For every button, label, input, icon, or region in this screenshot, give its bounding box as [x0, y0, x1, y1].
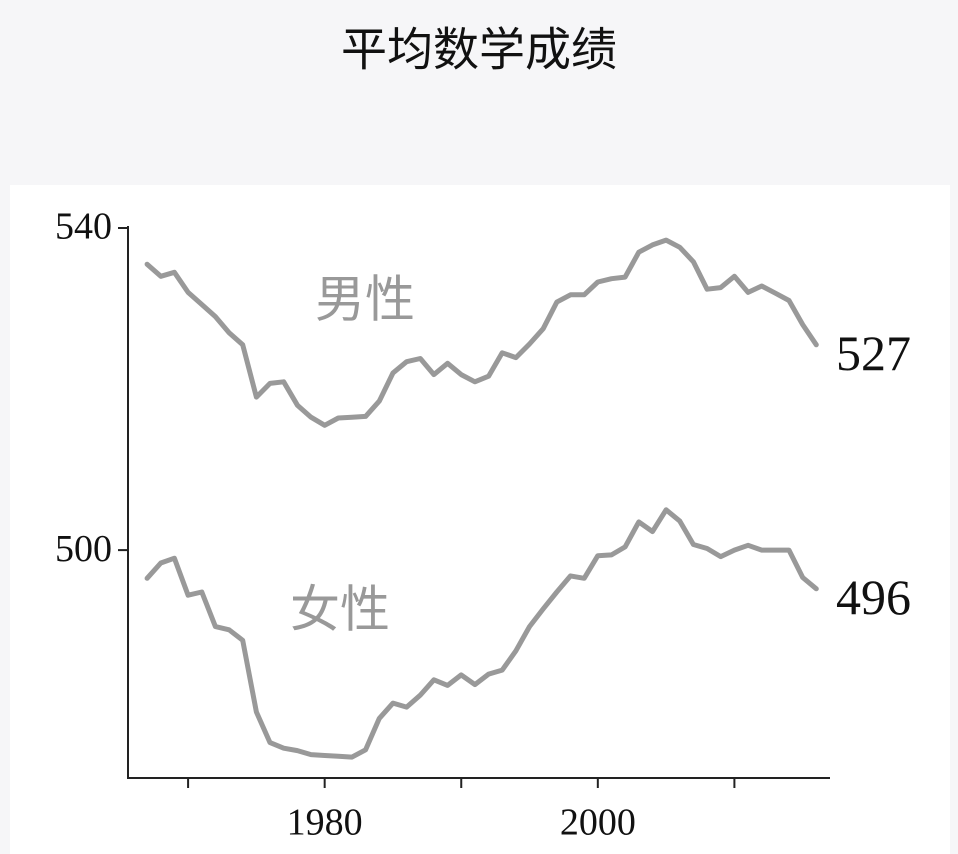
x-tick-label: 1980: [287, 802, 363, 844]
end-label: 527: [836, 325, 911, 381]
x-tick-label: 2000: [560, 802, 636, 844]
series-label: 男性: [315, 271, 415, 327]
plot-panel: [10, 185, 950, 854]
series-label: 女性: [290, 581, 390, 637]
series-line: [144, 237, 819, 428]
end-label: 496: [836, 569, 911, 625]
chart-title: 平均数学成绩: [341, 25, 617, 76]
series-line: [144, 507, 819, 760]
y-tick-label: 500: [55, 528, 112, 570]
y-tick-label: 540: [55, 206, 112, 248]
